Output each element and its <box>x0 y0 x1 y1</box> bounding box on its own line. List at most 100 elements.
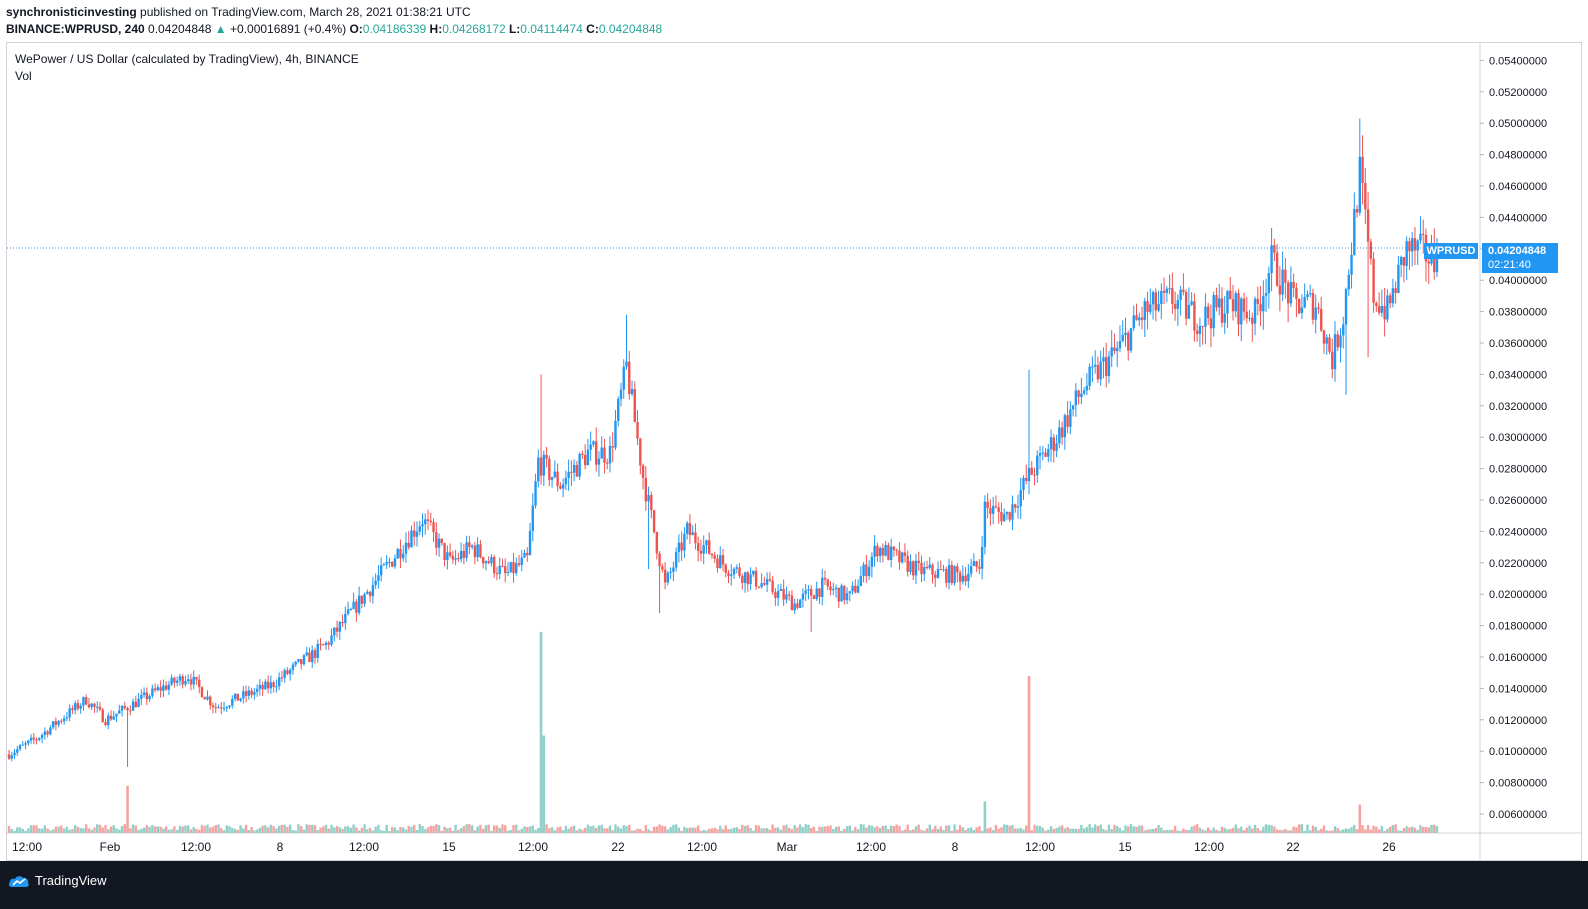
volume-bar <box>137 829 140 833</box>
candle-body <box>1140 317 1144 320</box>
volume-bar <box>27 828 30 833</box>
candle-body <box>958 572 962 582</box>
candle-body <box>572 464 576 473</box>
candle-body <box>1361 156 1364 183</box>
candle-body <box>782 588 785 600</box>
candle-body <box>305 652 308 656</box>
volume-bar <box>484 825 488 833</box>
volume-bar <box>1344 828 1348 833</box>
volume-bar <box>399 826 402 833</box>
volume-bar <box>804 824 807 833</box>
volume-bar <box>1099 824 1102 833</box>
candle-body <box>1408 241 1411 252</box>
volume-bar <box>90 829 93 833</box>
candle-body <box>818 588 821 597</box>
candle-body <box>859 576 863 587</box>
volume-bar <box>269 824 273 833</box>
candle-body <box>1297 298 1301 314</box>
candle-body <box>1375 302 1378 307</box>
volume-bar <box>1110 829 1113 833</box>
volume-bar <box>1124 825 1127 833</box>
volume-bar <box>810 827 813 833</box>
candle-body <box>46 731 49 735</box>
volume-bar <box>40 828 44 833</box>
volume-bar <box>608 825 612 833</box>
candle-body <box>498 565 501 575</box>
candle-body <box>1223 313 1226 323</box>
volume-bar <box>1231 827 1235 833</box>
candle-body <box>856 586 860 593</box>
volume-bar <box>515 824 518 833</box>
volume-bar <box>1176 830 1180 833</box>
volume-bar <box>592 825 595 833</box>
candle-body <box>1019 490 1022 507</box>
candle-body <box>1091 366 1094 368</box>
volume-bar <box>330 824 333 833</box>
volume-bar <box>1248 825 1251 833</box>
candle-body <box>537 457 540 482</box>
y-tick-label: 0.01400000 <box>1489 683 1547 695</box>
candle-body <box>131 701 135 711</box>
candle-body <box>1364 182 1367 210</box>
candle-body <box>980 547 984 569</box>
volume-bar <box>1135 826 1138 833</box>
tradingview-logo[interactable]: TradingView <box>8 873 107 888</box>
candle-body <box>887 545 890 560</box>
volume-bar <box>567 828 570 833</box>
volume-bar <box>181 826 184 833</box>
volume-bar <box>1416 829 1419 833</box>
volume-bar <box>1179 830 1182 833</box>
candle-body <box>1121 334 1124 342</box>
candle-body <box>21 744 24 746</box>
candle-body <box>349 609 353 611</box>
volume-bar <box>153 826 157 833</box>
candle-body <box>603 447 606 463</box>
candle-body <box>823 577 827 580</box>
volume-bar <box>661 825 664 833</box>
volume-bar <box>1118 827 1122 833</box>
volume-bar <box>167 829 171 833</box>
candle-body <box>1328 337 1331 352</box>
volume-bar <box>939 826 942 833</box>
volume-bar <box>272 826 275 833</box>
volume-bar <box>203 826 206 833</box>
candle-body <box>253 691 256 695</box>
candle-body <box>76 703 80 709</box>
candle-body <box>18 745 22 750</box>
candle-body <box>793 603 796 611</box>
volume-bar <box>1245 827 1248 833</box>
volume-bar <box>1413 827 1417 833</box>
candle-body <box>790 595 794 611</box>
volume-bar <box>379 830 383 833</box>
chart-pane[interactable] <box>6 42 1582 861</box>
volume-bar <box>1096 826 1100 833</box>
volume-bar <box>1253 824 1257 833</box>
volume-bar <box>220 828 223 833</box>
volume-bar <box>611 830 614 833</box>
volume-bar <box>145 825 149 833</box>
author-name[interactable]: synchronisticinvesting <box>6 5 137 19</box>
candle-body <box>98 706 102 710</box>
candle-body <box>178 676 182 681</box>
y-tick-label: 0.01200000 <box>1489 715 1547 727</box>
volume-legend: Vol <box>15 69 32 83</box>
candle-body <box>24 743 27 745</box>
volume-bar <box>873 827 876 833</box>
volume-bar <box>32 825 36 833</box>
volume-bar <box>1212 827 1215 833</box>
volume-bar <box>327 828 330 833</box>
volume-bar <box>953 824 956 833</box>
candle-body <box>906 555 909 572</box>
candle-body <box>1229 290 1232 300</box>
candle-body <box>330 635 333 645</box>
volume-bar <box>854 826 857 833</box>
volume-bar <box>357 830 361 833</box>
y-tick-label: 0.04400000 <box>1489 212 1547 224</box>
candle-body <box>206 696 209 700</box>
volume-bar <box>476 826 479 833</box>
high-label: H: <box>429 22 443 36</box>
volume-bar <box>18 827 22 833</box>
candle-body <box>236 693 240 701</box>
candle-body <box>1173 303 1177 309</box>
